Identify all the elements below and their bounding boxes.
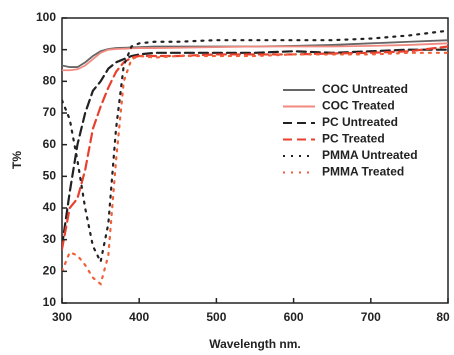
- x-axis-label: Wavelength nm.: [209, 337, 301, 351]
- series-line: [62, 29, 448, 266]
- x-tick-label: 400: [129, 310, 149, 324]
- plot-frame: [61, 17, 449, 304]
- y-tick-label: 50: [43, 169, 57, 183]
- series-line: [62, 51, 448, 286]
- y-tick-label: 10: [43, 295, 57, 309]
- x-tick-label: 600: [284, 310, 304, 324]
- legend-label: COC Treated: [322, 99, 395, 113]
- legend-label: PMMA Treated: [322, 165, 404, 179]
- y-tick-label: 20: [43, 264, 57, 278]
- legend-label: PMMA Untreated: [322, 148, 418, 162]
- y-tick-label: 40: [43, 200, 57, 214]
- y-tick-label: 100: [36, 10, 56, 24]
- x-tick-label: 500: [206, 310, 226, 324]
- legend-label: PC Treated: [322, 132, 385, 146]
- series-line: [62, 48, 448, 248]
- y-tick-label: 90: [43, 42, 57, 56]
- legend-label: PC Untreated: [322, 115, 398, 129]
- y-tick-label: 60: [43, 137, 57, 151]
- legend-label: COC Untreated: [322, 82, 408, 96]
- series-line: [62, 39, 448, 68]
- x-tick-label: 700: [361, 310, 381, 324]
- lines: [62, 29, 448, 286]
- y-tick-label: 70: [43, 105, 57, 119]
- x-tick-label: 300: [52, 310, 72, 324]
- y-tick-label: 30: [43, 232, 57, 246]
- y-axis-label: T%: [10, 151, 24, 169]
- y-tick-label: 80: [43, 74, 57, 88]
- series-line: [62, 42, 448, 72]
- x-tick-label: 80: [436, 310, 450, 324]
